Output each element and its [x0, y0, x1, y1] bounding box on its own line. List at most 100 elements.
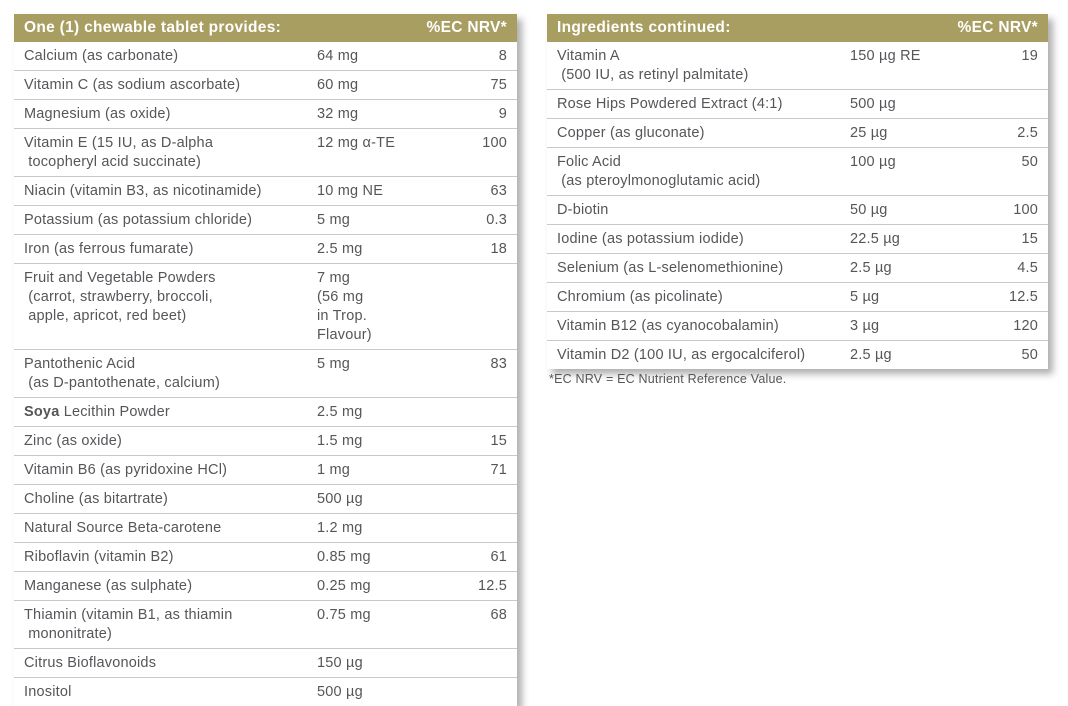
ingredient-amount: 5 mg — [317, 211, 351, 228]
ingredient-nrv-value: 83 — [490, 355, 507, 372]
table-row: Vitamin C (as sodium ascorbate) 60 mg 75 — [14, 70, 517, 99]
ingredient-name-text: Natural Source Beta-carotene — [24, 519, 222, 536]
ingredient-amount: 100 µg — [850, 153, 896, 170]
ingredient-name-text: Chromium (as picolinate) — [557, 288, 723, 305]
table-row: Pantothenic Acid (as D-pantothenate, cal… — [14, 349, 517, 397]
ingredient-name: Selenium (as L-selenomethionine) — [557, 259, 850, 278]
ingredient-name-text: Vitamin C (as sodium ascorbate) — [24, 76, 241, 93]
ingredient-nrv-value: 15 — [490, 432, 507, 449]
ingredient-name-text: Calcium (as carbonate) — [24, 47, 179, 64]
ingredient-name: Fruit and Vegetable Powders (carrot, str… — [24, 269, 317, 345]
table-row: Iodine (as potassium iodide) 22.5 µg 15 — [547, 224, 1048, 253]
table-row: Riboflavin (vitamin B2) 0.85 mg 61 — [14, 542, 517, 571]
ingredient-name-text: Folic Acid (as pteroylmonoglutamic acid) — [557, 153, 761, 189]
ingredient-name: Chromium (as picolinate) — [557, 288, 850, 307]
right-table-header: Ingredients continued: %EC NRV* — [547, 14, 1048, 42]
ingredient-nrv-value: 4.5 — [1017, 259, 1038, 276]
left-table-header: One (1) chewable tablet provides: %EC NR… — [14, 14, 517, 42]
ingredient-amount: 0.75 mg — [317, 606, 371, 623]
ingredient-name: Inositol — [24, 683, 317, 702]
ingredient-nrv-value: 15 — [1021, 230, 1038, 247]
ingredient-amount: 64 mg — [317, 47, 359, 64]
ingredient-amount: 32 mg — [317, 105, 359, 122]
table-row: Manganese (as sulphate) 0.25 mg 12.5 — [14, 571, 517, 600]
table-row: Vitamin B6 (as pyridoxine HCl) 1 mg 71 — [14, 455, 517, 484]
table-row: Niacin (vitamin B3, as nicotinamide) 10 … — [14, 176, 517, 205]
ingredient-name-text: Vitamin B6 (as pyridoxine HCl) — [24, 461, 228, 478]
table-row: Potassium (as potassium chloride) 5 mg 0… — [14, 205, 517, 234]
table-row: D-biotin 50 µg 100 — [547, 195, 1048, 224]
ingredient-name: Folic Acid (as pteroylmonoglutamic acid) — [557, 153, 850, 191]
ingredient-amount: 2.5 µg — [850, 259, 892, 276]
ingredient-nrv-value: 120 — [1013, 317, 1038, 334]
table-row: Inositol 500 µg — [14, 677, 517, 706]
ingredient-nrv-value — [442, 519, 507, 538]
ingredient-amount: 10 mg NE — [317, 182, 384, 199]
ingredient-name-text: Vitamin E (15 IU, as D-alpha tocopheryl … — [24, 134, 214, 170]
ingredient-name-text: Vitamin A (500 IU, as retinyl palmitate) — [557, 47, 749, 83]
ingredient-amount: 0.25 mg — [317, 577, 371, 594]
ingredient-amount: 2.5 mg — [317, 240, 363, 257]
ingredient-name: Soya Lecithin Powder — [24, 403, 317, 422]
table-row: Vitamin D2 (100 IU, as ergocalciferol) 2… — [547, 340, 1048, 369]
ingredient-name-text: Zinc (as oxide) — [24, 432, 123, 449]
ingredient-name-text: Manganese (as sulphate) — [24, 577, 193, 594]
ingredient-amount: 5 mg — [317, 355, 351, 372]
ingredient-name-text: Choline (as bitartrate) — [24, 490, 169, 507]
ingredient-name-text: Niacin (vitamin B3, as nicotinamide) — [24, 182, 262, 199]
ingredient-nrv-value: 63 — [490, 182, 507, 199]
table-row: Choline (as bitartrate) 500 µg — [14, 484, 517, 513]
ingredient-name: Vitamin B6 (as pyridoxine HCl) — [24, 461, 317, 480]
ingredient-nrv-value — [442, 490, 507, 509]
ingredient-name: Thiamin (vitamin B1, as thiamin mononitr… — [24, 606, 317, 644]
ingredient-amount: 500 µg — [317, 683, 363, 700]
ingredient-nrv-value: 19 — [1021, 47, 1038, 64]
ingredient-name: Natural Source Beta-carotene — [24, 519, 317, 538]
ingredient-name-text: Vitamin D2 (100 IU, as ergocalciferol) — [557, 346, 806, 363]
ingredient-name: Vitamin D2 (100 IU, as ergocalciferol) — [557, 346, 850, 365]
ingredient-name-text: Riboflavin (vitamin B2) — [24, 548, 174, 565]
table-row: Iron (as ferrous fumarate) 2.5 mg 18 — [14, 234, 517, 263]
ingredient-name: Iron (as ferrous fumarate) — [24, 240, 317, 259]
ingredient-nrv-value: 12.5 — [477, 577, 507, 594]
ingredient-name: Vitamin A (500 IU, as retinyl palmitate) — [557, 47, 850, 85]
table-row: Citrus Bioflavonoids 150 µg — [14, 648, 517, 677]
table-row: Vitamin E (15 IU, as D-alpha tocopheryl … — [14, 128, 517, 176]
ingredient-name-text: Pantothenic Acid (as D-pantothenate, cal… — [24, 355, 221, 391]
table-row: Zinc (as oxide) 1.5 mg 15 — [14, 426, 517, 455]
ingredient-name-text: Potassium (as potassium chloride) — [24, 211, 253, 228]
ingredient-amount: 500 µg — [317, 490, 363, 507]
ingredient-amount: 150 µg — [317, 654, 363, 671]
table-row: Folic Acid (as pteroylmonoglutamic acid)… — [547, 147, 1048, 195]
ingredient-amount: 25 µg — [850, 124, 888, 141]
ingredient-name-text: Selenium (as L-selenomethionine) — [557, 259, 784, 276]
table-row: Natural Source Beta-carotene 1.2 mg — [14, 513, 517, 542]
ingredient-name: Pantothenic Acid (as D-pantothenate, cal… — [24, 355, 317, 393]
ingredient-amount: 2.5 µg — [850, 346, 892, 363]
ingredient-amount: 500 µg — [850, 95, 896, 112]
ingredient-amount: 150 µg RE — [850, 47, 921, 64]
ingredient-amount: 0.85 mg — [317, 548, 371, 565]
ingredient-nrv-value: 8 — [498, 47, 507, 64]
ingredient-name: Vitamin C (as sodium ascorbate) — [24, 76, 317, 95]
ingredient-nrv-value: 50 — [1021, 346, 1038, 363]
ingredient-amount: 7 mg (56 mg in Trop. Flavour) — [317, 269, 372, 343]
table-row: Vitamin B12 (as cyanocobalamin) 3 µg 120 — [547, 311, 1048, 340]
table-row: Thiamin (vitamin B1, as thiamin mononitr… — [14, 600, 517, 648]
ingredient-amount: 22.5 µg — [850, 230, 901, 247]
ingredient-name: Choline (as bitartrate) — [24, 490, 317, 509]
table-row: Selenium (as L-selenomethionine) 2.5 µg … — [547, 253, 1048, 282]
ingredient-name: Vitamin E (15 IU, as D-alpha tocopheryl … — [24, 134, 317, 172]
ingredient-nrv-value — [442, 269, 507, 345]
ingredient-name: Magnesium (as oxide) — [24, 105, 317, 124]
ingredient-name-bold: Soya — [24, 403, 60, 420]
ec-nrv-footnote: *EC NRV = EC Nutrient Reference Value. — [549, 372, 787, 386]
ingredient-nrv-value: 100 — [482, 134, 507, 151]
ingredient-name-text: Magnesium (as oxide) — [24, 105, 171, 122]
ingredient-amount: 1.2 mg — [317, 519, 363, 536]
table-row: Fruit and Vegetable Powders (carrot, str… — [14, 263, 517, 349]
ingredient-amount: 50 µg — [850, 201, 888, 218]
ingredient-name-text: Copper (as gluconate) — [557, 124, 705, 141]
ingredient-amount: 1 mg — [317, 461, 351, 478]
ingredient-nrv-value: 50 — [1021, 153, 1038, 170]
